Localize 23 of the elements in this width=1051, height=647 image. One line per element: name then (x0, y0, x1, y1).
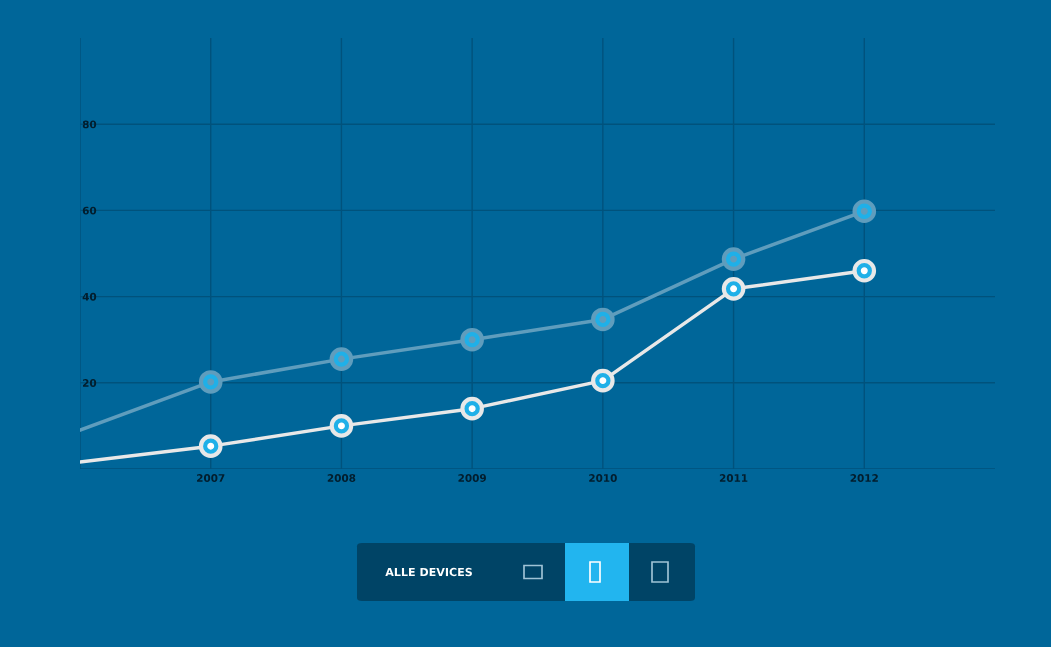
y-tick-label: 80 (82, 120, 97, 129)
point (721, 277, 746, 301)
point (460, 396, 484, 421)
point (329, 414, 354, 438)
x-tick-label: 2010 (589, 474, 617, 482)
point (591, 307, 615, 332)
y-tick-label: 60 (82, 206, 97, 215)
point (852, 258, 877, 283)
x-tick-label: 2007 (197, 474, 225, 482)
y-tick-label: 40 (82, 292, 97, 301)
point (460, 327, 484, 352)
text: ALLE DEVICES (385, 567, 472, 577)
point (198, 434, 223, 458)
x-tick-label: 2008 (327, 474, 356, 482)
point (852, 199, 877, 224)
point (591, 368, 615, 393)
point (721, 247, 746, 271)
x-tick-label: 2009 (458, 474, 486, 482)
x-tick-label: 2011 (719, 474, 748, 482)
y-tick-label: 20 (82, 379, 97, 387)
x-tick-label: 2012 (850, 474, 878, 482)
point (198, 370, 223, 394)
point (329, 347, 354, 371)
